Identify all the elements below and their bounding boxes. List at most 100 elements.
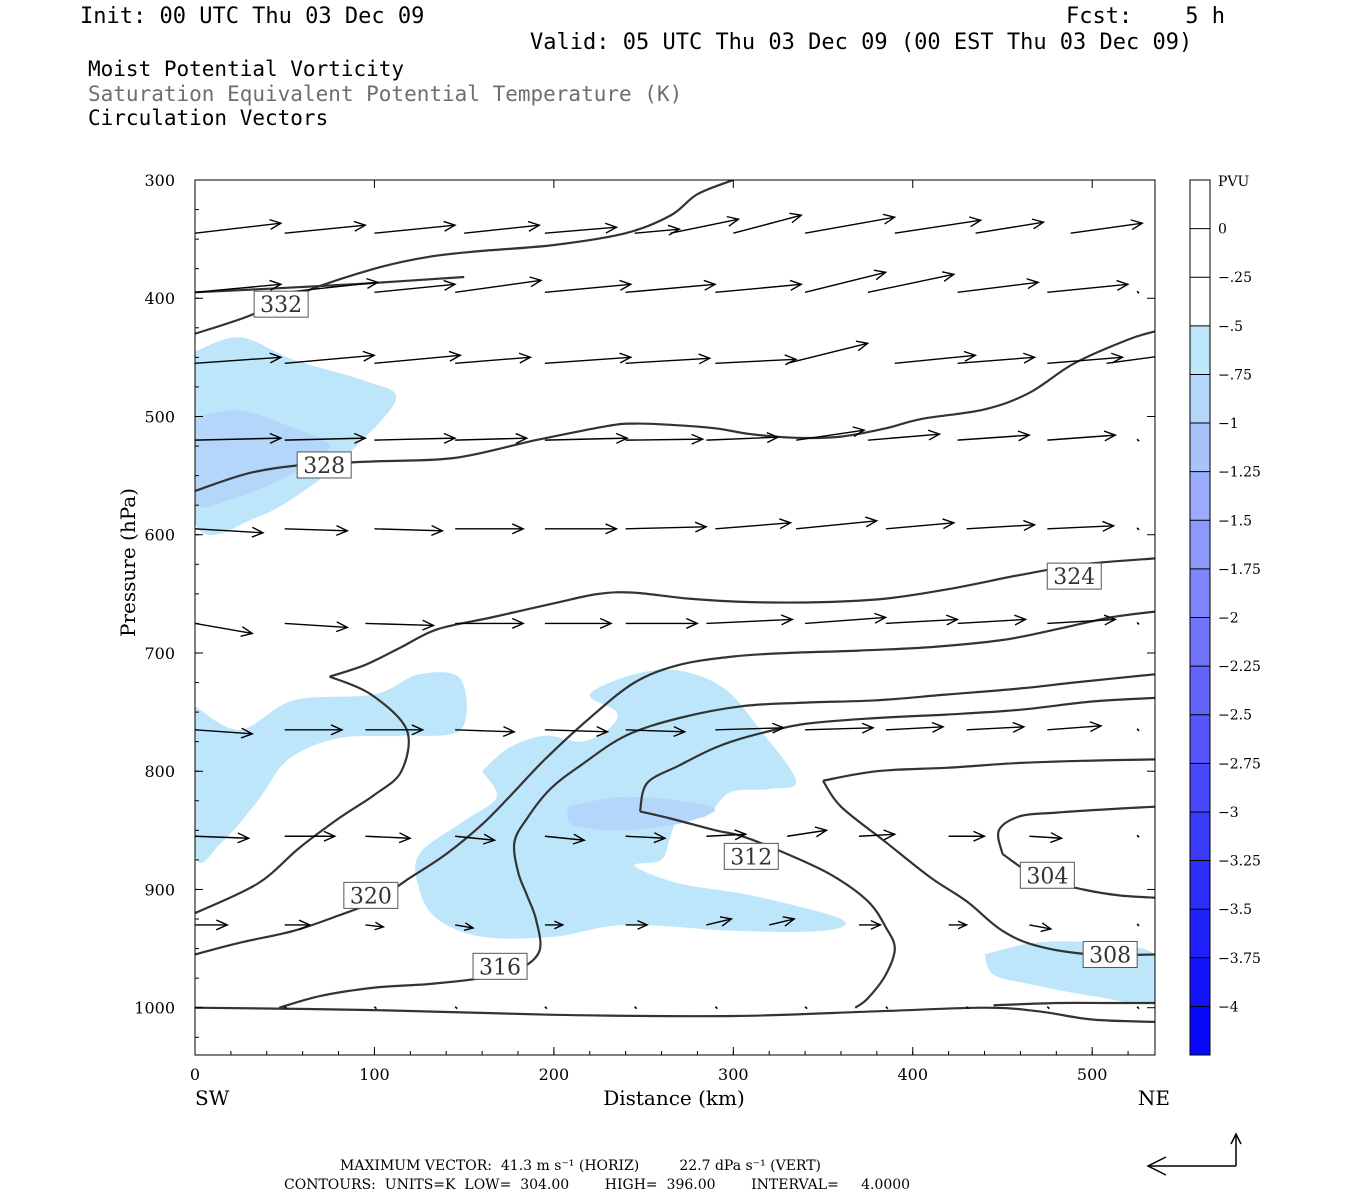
circulation-vector: [284, 524, 350, 537]
contour-label: 328: [303, 454, 345, 479]
circulation-vector: [455, 833, 497, 845]
theta-contour-3: [329, 557, 1155, 678]
max-vector-note: MAXIMUM VECTOR: 41.3 m s⁻¹ (HORIZ) 22.7 …: [340, 1158, 822, 1174]
circulation-vector: [284, 350, 376, 364]
circulation-vector: [625, 353, 712, 365]
colorbar-cell: [1190, 180, 1210, 229]
circulation-vector: [1070, 219, 1144, 234]
circulation-vector: [1136, 438, 1140, 442]
circulation-vector: [1136, 728, 1140, 732]
circulation-vector: [195, 622, 254, 638]
colorbar-cell: [1190, 957, 1210, 1007]
circulation-vector: [284, 1006, 288, 1010]
circulation-vector: [365, 724, 425, 736]
circulation-vector: [544, 833, 586, 845]
circulation-vector: [455, 617, 525, 629]
circulation-vector: [625, 920, 649, 930]
circulation-vector: [455, 523, 525, 535]
colorbar-tick-label: −4: [1218, 999, 1239, 1015]
contour-label-box: [1082, 940, 1138, 968]
circulation-vector: [867, 429, 942, 441]
x-end-label-right: NE: [1138, 1086, 1170, 1110]
colorbar-tick-label: −1.5: [1218, 513, 1252, 529]
colorbar-cell: [1190, 471, 1210, 521]
x-tick-label: 300: [718, 1065, 749, 1084]
colorbar-cell: [1190, 811, 1210, 862]
circulation-vector: [957, 278, 1040, 294]
circulation-vector: [966, 721, 1026, 733]
circulation-vector: [1029, 832, 1064, 844]
contour-label: 332: [260, 293, 302, 318]
circulation-vector: [195, 919, 229, 931]
circulation-vector: [706, 829, 748, 841]
circulation-vector: [544, 1006, 548, 1010]
circulation-vector: [284, 724, 344, 736]
colorbar-tick-label: −2.25: [1218, 659, 1261, 675]
y-tick-label: 600: [144, 526, 175, 545]
circulation-vector: [957, 430, 1031, 442]
circulation-vector: [195, 279, 283, 294]
pv-region-2: [195, 672, 467, 863]
circulation-vector: [948, 830, 987, 842]
circulation-vector: [715, 354, 798, 366]
x-tick-label: 0: [190, 1065, 200, 1084]
circulation-vector: [284, 830, 337, 842]
circulation-vector: [867, 271, 956, 294]
colorbar-tick-label: −.5: [1218, 319, 1243, 335]
contour-labels: 332 328 324 320 316 312 308 304: [253, 290, 1138, 980]
circulation-vector: [1047, 430, 1118, 442]
theta-contour-8: [638, 696, 1155, 812]
circulation-vector: [544, 352, 633, 364]
contour-label: 312: [730, 845, 772, 870]
circulation-vector: [885, 518, 956, 530]
field-title-vectors: Circulation Vectors: [88, 106, 329, 130]
colorbar-title: PVU: [1218, 174, 1250, 190]
circulation-vector: [894, 350, 978, 364]
contour-label: 304: [1026, 864, 1068, 889]
circulation-vector: [455, 922, 475, 931]
circulation-vector: [634, 1006, 638, 1010]
pv-colorbar: PVU 0 −.25 −.5 −.75 −1 −1.25 −1.5 −1.75 −2 −2.25 −2…: [1189, 174, 1261, 1056]
circulation-vector: [885, 614, 960, 626]
circulation-vector: [195, 352, 283, 364]
contour-label-box: [723, 842, 779, 870]
colorbar-cell: [1190, 1006, 1210, 1056]
colorbar-tick-label: −1.75: [1218, 562, 1261, 578]
circulation-vector: [544, 523, 619, 535]
contour-info-note: CONTOURS: UNITS=K LOW= 304.00 HIGH= 396.…: [284, 1177, 911, 1193]
circulation-vector: [625, 617, 699, 629]
colorbar-tick-label: −2: [1218, 611, 1239, 627]
circulation-vector: [804, 269, 888, 294]
theta-contour-2: [195, 330, 1155, 493]
circulation-vector: [670, 215, 741, 234]
contour-label: 316: [479, 955, 521, 980]
circulation-vector: [544, 279, 633, 294]
circulation-vector: [975, 218, 1046, 234]
circulation-vector: [957, 352, 1037, 364]
circulation-vector: [858, 920, 883, 930]
circulation-vector: [374, 524, 445, 537]
field-title-mpv: Moist Potential Vorticity: [88, 57, 405, 81]
circulation-vector: [715, 722, 786, 734]
circulation-vector: [634, 224, 682, 236]
circulation-vector: [1136, 290, 1140, 294]
circulation-vector: [625, 433, 705, 445]
circulation-vector: [374, 279, 457, 294]
circulation-vector: [805, 722, 875, 734]
contour-label-box: [1019, 861, 1075, 889]
y-axis-label: Pressure (hPa): [116, 488, 140, 637]
circulation-vector: [625, 521, 708, 533]
colorbar-tick-label: −3: [1218, 805, 1239, 821]
circulation-vectors: [195, 212, 1155, 1010]
circulation-vector: [195, 727, 254, 739]
circulation-vector: [284, 432, 367, 444]
circulation-vector: [1029, 922, 1053, 933]
colorbar-cell: [1190, 909, 1210, 959]
circulation-vector: [365, 921, 386, 931]
circulation-vector: [733, 212, 803, 234]
circulation-vector: [1047, 614, 1118, 626]
theta-contours: [195, 180, 1155, 1023]
contour-label-box: [1046, 562, 1102, 590]
circulation-vector: [544, 432, 629, 444]
